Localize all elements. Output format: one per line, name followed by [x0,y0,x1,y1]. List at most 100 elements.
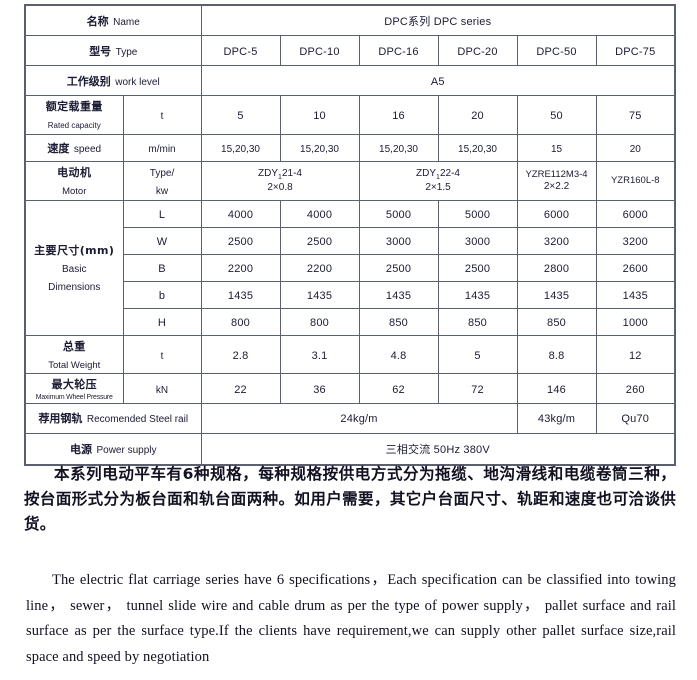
column-header-dpc-5: DPC-5 [200,35,281,66]
motor-model-rest-1: 21-4 [281,168,302,180]
cell-total-weight-dpc-16: 4.8 [358,334,439,375]
dimension-symbol-h: H [122,307,202,336]
cell-motor-group-1: ZDY121-4 2×0.8 [200,160,360,201]
row-label-basic-dimensions-en2: Dimensions [48,281,101,293]
cell-h-dpc-10: 800 [279,307,360,336]
row-label-steel-rail: 荐用钢轨 Recomended Steel rail [23,402,202,434]
cell-b-lower-dpc-16: 1435 [358,280,439,309]
cell-total-weight-dpc-10: 3.1 [279,334,360,375]
row-label-power-supply-en: Power supply [96,444,157,456]
row-label-speed-en: speed [73,143,102,155]
description-paragraph-chinese: 本系列电动平车有6种规格，每种规格按供电方式分为拖缆、地沟滑线和电缆卷筒三种，按… [24,465,676,534]
unit-total-weight: t [122,334,202,375]
cell-steel-rail-43kg: 43kg/m [516,402,597,434]
table-row-total-weight: 总重 Total Weight t 2.8 3.1 4.8 5 8.8 12 [24,334,677,375]
unit-motor-line1: Type/ [149,167,175,179]
cell-b-lower-dpc-75: 1435 [595,280,677,309]
table-row-dimension-l: 主要尺寸(mm) Basic Dimensions L 4000 4000 50… [24,199,677,336]
column-header-dpc-10: DPC-10 [279,35,360,66]
row-label-type-cn: 型号 [89,44,112,58]
cell-b-upper-dpc-5: 2200 [200,253,281,282]
dimension-symbol-b-upper: B [122,253,202,282]
cell-w-dpc-50: 3200 [516,226,597,255]
row-label-rated-capacity-cn: 额定载重量 [45,100,103,113]
unit-motor-line2: kw [155,185,169,197]
motor-power-1: 2×0.8 [267,182,293,194]
cell-l-dpc-75: 6000 [595,199,677,228]
cell-rated-capacity-dpc-50: 50 [516,95,597,135]
table-row-max-wheel-pressure: 最大轮压 Maximum Wheel Pressure kN 22 36 62 … [24,373,677,404]
column-header-dpc-16: DPC-16 [358,35,439,66]
cell-b-lower-dpc-10: 1435 [279,280,360,309]
row-label-total-weight-en: Total Weight [48,359,101,371]
description-paragraph-english: The electric flat carriage series have 6… [26,572,676,665]
cell-power-supply-value: 三相交流 50Hz 380V [200,432,677,466]
cell-w-dpc-75: 3200 [595,226,677,255]
cell-motor-group-3: YZRE112M3-4 2×2.2 [516,160,597,201]
cell-w-dpc-10: 2500 [279,226,360,255]
cell-max-wheel-pressure-dpc-10: 36 [279,373,360,404]
row-label-name-cn: 名称 [86,14,109,28]
row-label-speed-cn: 速度 [47,141,70,155]
dpc-specification-table: 名称 Name DPC系列 DPC series 型号 Type DPC-5 D… [23,4,677,466]
row-label-motor-cn: 电动机 [57,165,92,179]
motor-power-3: 2×2.2 [543,180,570,192]
power-supply-value: 三相交流 50Hz 380V [385,443,490,456]
cell-max-wheel-pressure-dpc-20: 72 [437,373,518,404]
cell-l-dpc-16: 5000 [358,199,439,228]
row-label-power-supply-cn: 电源 [70,442,93,456]
cell-rated-capacity-dpc-75: 75 [595,95,677,135]
cell-b-upper-dpc-16: 2500 [358,253,439,282]
series-name-value: DPC系列 DPC series [384,15,492,28]
cell-total-weight-dpc-75: 12 [595,334,677,375]
table-row-name: 名称 Name DPC系列 DPC series [23,4,677,36]
cell-motor-group-2: ZDY122-4 2×1.5 [358,160,518,201]
table-row-rated-capacity: 额定载重量 Rated capacity t 5 10 16 20 50 75 [24,95,677,135]
row-label-rated-capacity-en: Rated capacity [47,120,101,130]
cell-w-dpc-5: 2500 [200,226,281,255]
table-row-type: 型号 Type DPC-5 DPC-10 DPC-16 DPC-20 DPC-5… [23,35,677,66]
cell-speed-dpc-20: 15,20,30 [437,133,518,162]
table-row-work-level: 工作级别 work level A5 [23,65,677,96]
cell-h-dpc-75: 1000 [595,307,677,336]
motor-model-1: ZDY [258,168,279,180]
cell-w-dpc-20: 3000 [437,226,518,255]
cell-speed-dpc-16: 15,20,30 [358,133,439,162]
column-header-dpc-50: DPC-50 [516,35,597,66]
cell-motor-group-4: YZR160L-8 [595,160,677,201]
cell-h-dpc-20: 850 [437,307,518,336]
cell-max-wheel-pressure-dpc-75: 260 [595,373,677,404]
cell-b-upper-dpc-50: 2800 [516,253,597,282]
cell-b-lower-dpc-50: 1435 [516,280,597,309]
table-row-power-supply: 电源 Power supply 三相交流 50Hz 380V [23,432,677,466]
cell-total-weight-dpc-5: 2.8 [200,334,281,375]
cell-work-level-value: A5 [200,65,677,96]
row-label-name-en: Name [113,16,140,28]
cell-rated-capacity-dpc-10: 10 [279,95,360,135]
row-label-basic-dimensions-en1: Basic [62,263,87,275]
motor-model-4: YZR160L-8 [610,174,660,186]
table-row-speed: 速度 speed m/min 15,20,30 15,20,30 15,20,3… [24,133,677,162]
row-label-work-level-cn: 工作级别 [66,74,111,88]
motor-model-3: YZRE112M3-4 [525,169,588,181]
cell-h-dpc-16: 850 [358,307,439,336]
unit-speed: m/min [122,133,202,162]
work-level-value: A5 [430,75,445,88]
cell-steel-rail-qu70: Qu70 [595,402,677,434]
cell-b-upper-dpc-75: 2600 [595,253,677,282]
row-label-basic-dimensions: 主要尺寸(mm) Basic Dimensions [24,199,124,336]
cell-b-upper-dpc-20: 2500 [437,253,518,282]
row-label-work-level: 工作级别 work level [23,65,202,96]
row-label-power-supply: 电源 Power supply [23,432,202,466]
motor-model-sub-2: 1 [436,174,440,182]
table-row-dimension-b-lower: b 1435 1435 1435 1435 1435 1435 [25,280,677,309]
cell-max-wheel-pressure-dpc-5: 22 [200,373,281,404]
cell-b-upper-dpc-10: 2200 [279,253,360,282]
dimension-symbol-b-lower: b [122,280,202,309]
cell-l-dpc-5: 4000 [200,199,281,228]
table-row-dimension-b-upper: B 2200 2200 2500 2500 2800 2600 [25,253,677,282]
row-label-basic-dimensions-cn: 主要尺寸(mm) [34,243,115,257]
cell-rated-capacity-dpc-16: 16 [358,95,439,135]
row-label-type: 型号 Type [23,35,202,66]
row-label-max-wheel-pressure-cn: 最大轮压 [51,378,98,392]
